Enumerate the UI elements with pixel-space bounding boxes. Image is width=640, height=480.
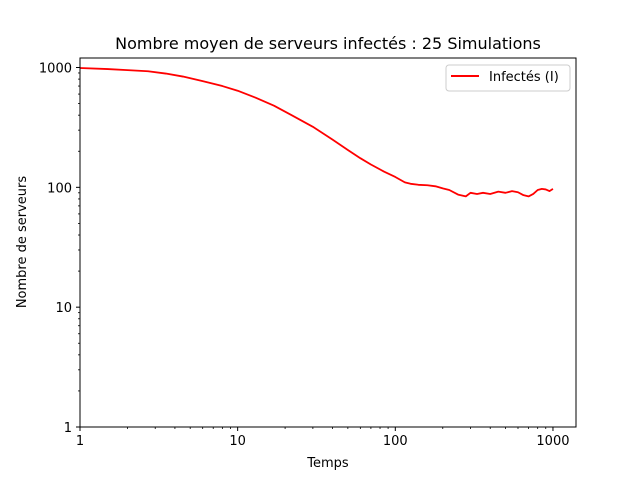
y-axis-label: Nombre de serveurs (15, 176, 30, 309)
legend: Infectés (I) (445, 64, 571, 92)
y-axis-ticks: 1 10 100 1000 (39, 61, 80, 436)
x-tick-label: 10 (229, 434, 246, 449)
y-tick-label: 10 (55, 301, 72, 316)
axes-background (80, 58, 576, 427)
legend-label-infectes: Infectés (I) (489, 70, 559, 85)
x-tick-label: 1 (76, 434, 84, 449)
y-tick-label: 1000 (39, 61, 72, 76)
y-tick-label: 100 (47, 181, 72, 196)
x-tick-label: 100 (383, 434, 408, 449)
x-axis-label: Temps (306, 456, 349, 471)
series-layer (79, 67, 554, 198)
x-tick-label: 1000 (536, 434, 569, 449)
series-line-infectes (79, 67, 554, 198)
legend-box (445, 64, 571, 92)
axes-frame (79, 57, 577, 428)
chart-title: Nombre moyen de serveurs infectés : 25 S… (115, 34, 541, 53)
plot-area: 1 10 100 1000 1 10 100 1000 (39, 57, 577, 449)
y-tick-label: 1 (64, 421, 72, 436)
